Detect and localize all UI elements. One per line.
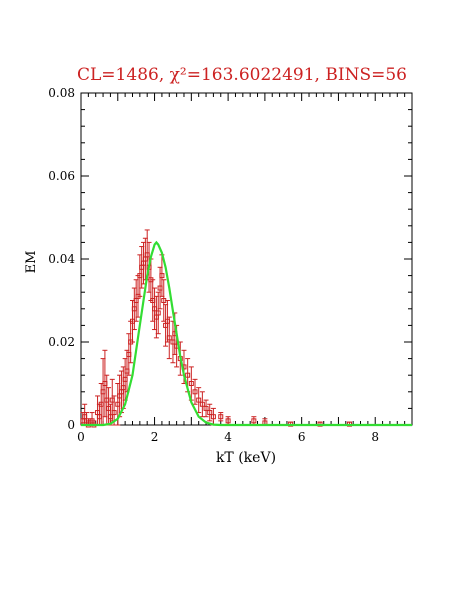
data-point xyxy=(104,397,110,403)
data-point xyxy=(131,306,137,312)
x-tick-label: 4 xyxy=(224,430,232,444)
y-axis-label: EM xyxy=(24,251,39,274)
data-point xyxy=(218,414,224,420)
data-point xyxy=(106,405,112,411)
data-point xyxy=(135,293,141,299)
data-point xyxy=(188,381,194,386)
y-tick-label: 0.04 xyxy=(48,252,75,266)
data-point xyxy=(161,298,167,303)
chart-title: CL=1486, χ²=163.6022491, BINS=56 xyxy=(77,65,407,85)
x-tick-label: 6 xyxy=(298,430,306,444)
data-point xyxy=(129,318,135,324)
data-point xyxy=(124,368,130,374)
data-point xyxy=(96,414,102,420)
data-point xyxy=(164,318,170,324)
error-bars xyxy=(80,229,352,426)
y-tick-label: 0 xyxy=(67,418,75,432)
x-tick-label: 0 xyxy=(77,430,85,444)
data-point xyxy=(120,385,126,391)
data-point xyxy=(111,410,117,416)
data-point xyxy=(98,401,104,407)
data-point xyxy=(150,298,156,303)
data-point xyxy=(148,277,154,283)
y-tick-label: 0.02 xyxy=(48,335,75,349)
data-point xyxy=(157,285,163,291)
data-point xyxy=(207,410,213,416)
data-point xyxy=(152,306,158,312)
y-tick-label: 0.06 xyxy=(48,169,75,183)
y-tick-label: 0.08 xyxy=(48,86,75,100)
data-point xyxy=(192,389,198,395)
data-point xyxy=(155,310,161,316)
x-tick-label: 8 xyxy=(371,430,379,444)
x-axis-label: kT (keV) xyxy=(216,450,276,466)
data-point xyxy=(203,405,209,411)
data-point xyxy=(107,414,113,420)
data-point xyxy=(166,335,172,341)
data-point xyxy=(170,339,176,345)
x-tick-label: 2 xyxy=(151,430,159,444)
data-point xyxy=(126,351,132,357)
data-point xyxy=(159,273,165,279)
data-point xyxy=(210,414,216,420)
data-point xyxy=(115,401,121,407)
fit-curve xyxy=(81,240,412,427)
data-point xyxy=(144,252,150,258)
data-point xyxy=(225,418,231,424)
data-point xyxy=(128,339,134,345)
data-point xyxy=(196,397,202,403)
data-point xyxy=(100,389,106,395)
data-point xyxy=(199,401,205,407)
data-point xyxy=(251,418,257,424)
data-point xyxy=(102,381,108,386)
data-point xyxy=(109,397,115,403)
tick-labels: 0 2 4 6 8 0 0.02 0.04 0.06 0.08 xyxy=(48,86,379,444)
data-point xyxy=(185,372,191,378)
data-point xyxy=(137,273,143,279)
data-point xyxy=(122,376,128,382)
